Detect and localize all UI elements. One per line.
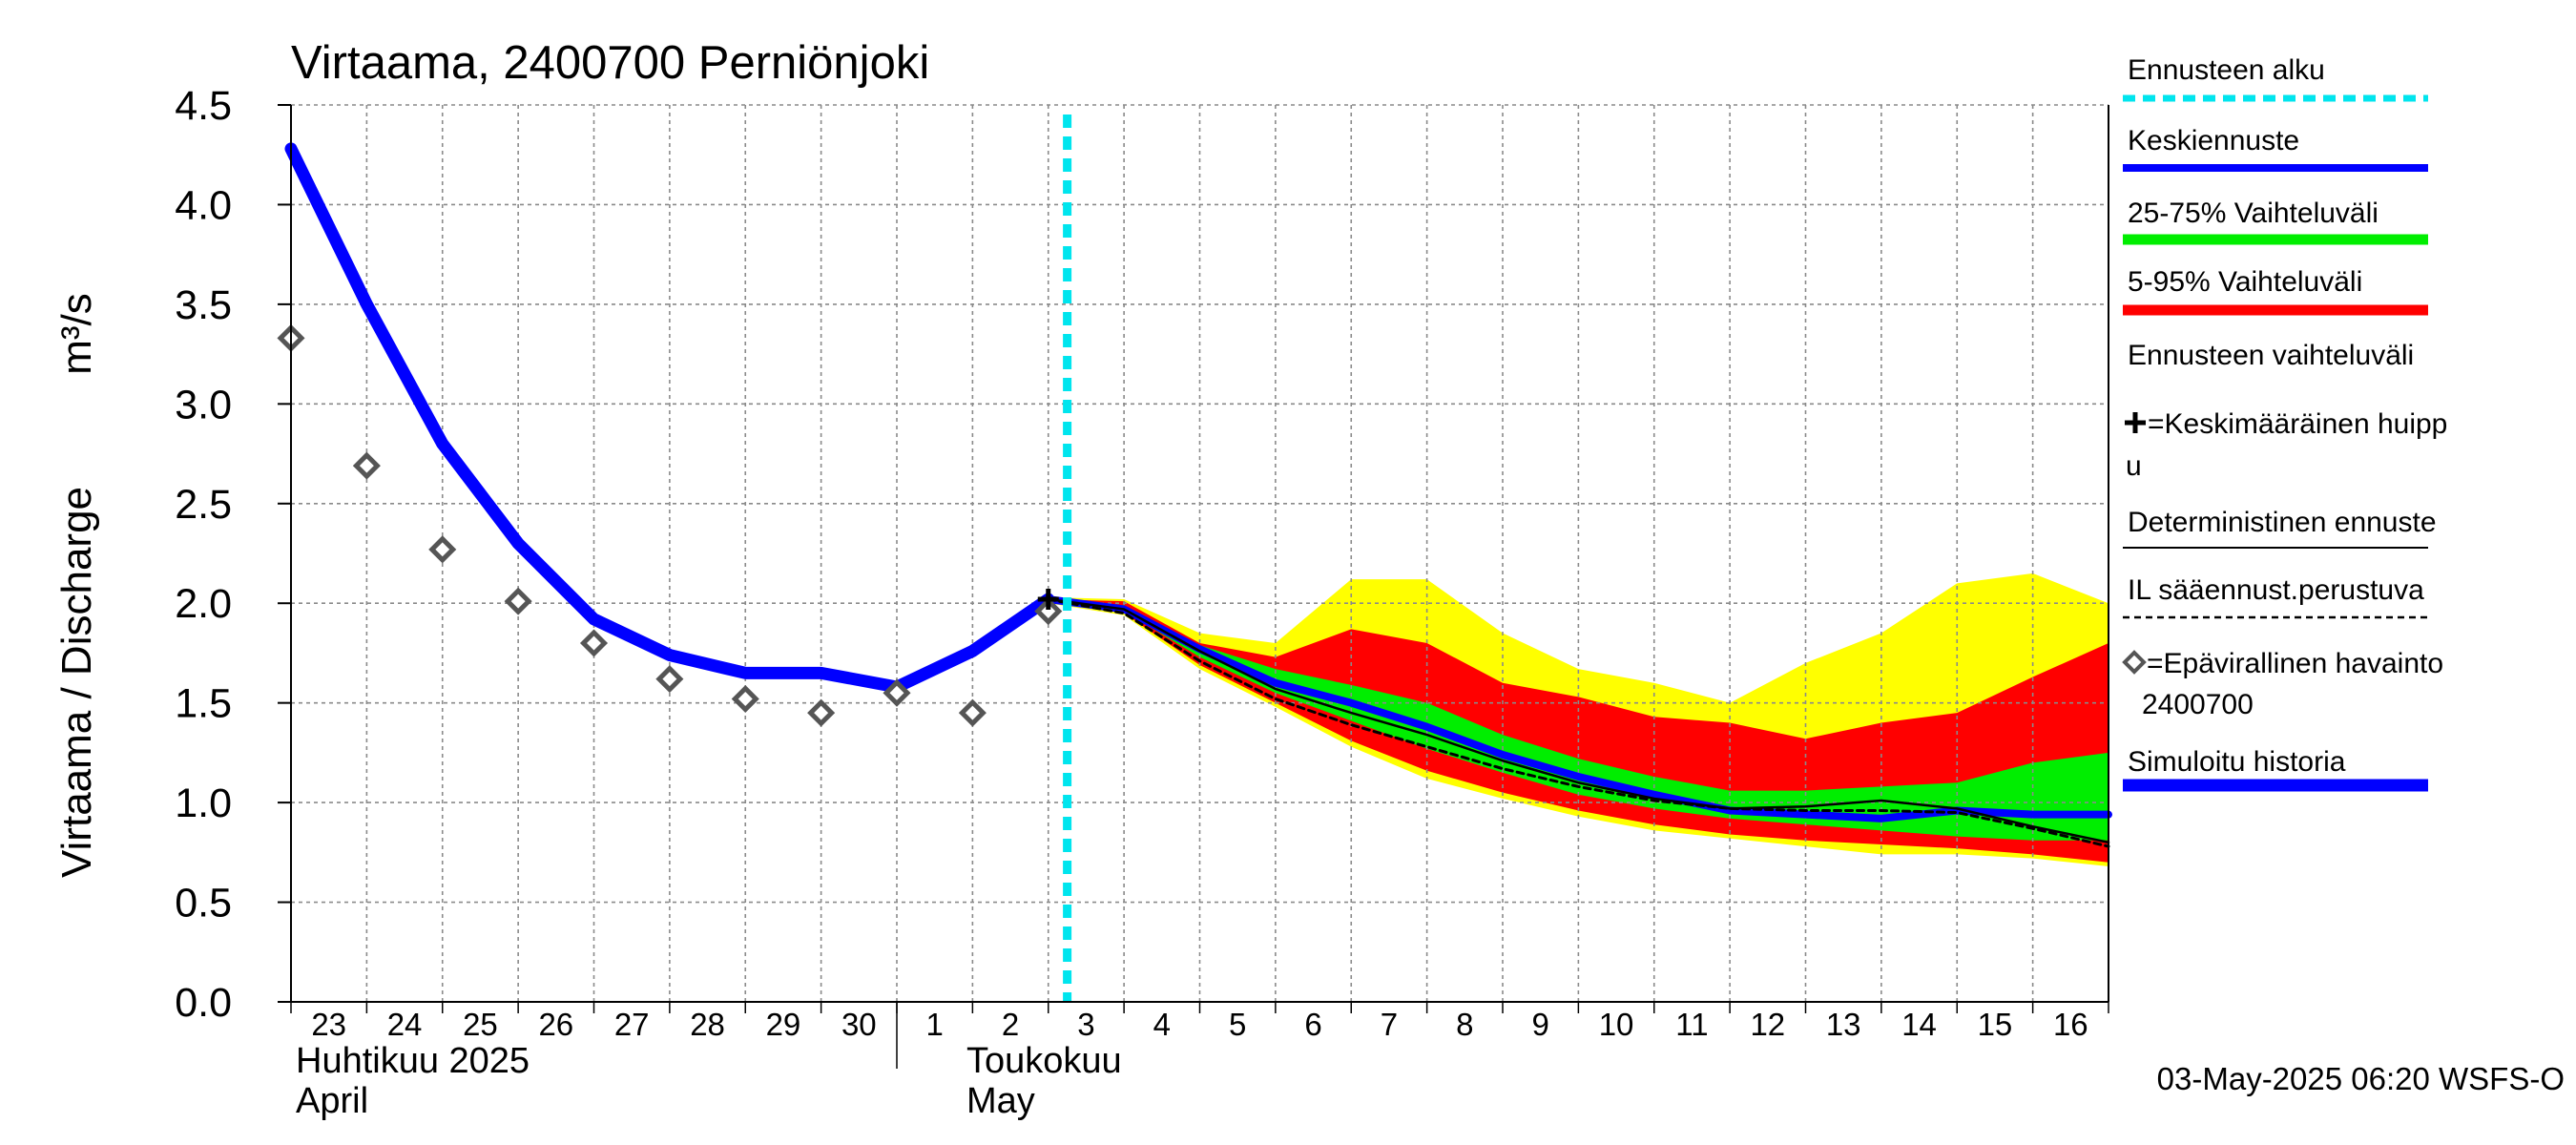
observation-point [731, 684, 759, 714]
observation-point [1034, 597, 1063, 626]
month-label-en: May [966, 1081, 1035, 1121]
gridlines [291, 104, 2109, 1002]
legend-label-cont: 2400700 [2142, 689, 2254, 720]
legend-label: Deterministinen ennuste [2128, 507, 2437, 538]
y-tick-label: 4.5 [175, 83, 232, 129]
legend-label: 5-95% Vaihteluväli [2128, 266, 2362, 298]
legend-label: Simuloitu historia [2128, 746, 2346, 778]
x-tick-label: 8 [1456, 1007, 1473, 1042]
y-tick-label: 1.0 [175, 781, 232, 826]
x-tick-label: 13 [1826, 1007, 1861, 1042]
y-axis-ticks: 0.0 0.5 1.0 1.5 2.0 2.5 3.0 3.5 4.0 4.5 [175, 83, 291, 1026]
x-tick-label: 7 [1381, 1007, 1398, 1042]
x-tick-label: 25 [463, 1007, 498, 1042]
month-label-fi: Huhtikuu 2025 [296, 1041, 530, 1081]
observation-point [428, 535, 457, 564]
month-label-en: April [296, 1081, 368, 1121]
y-axis-label-group: Virtaama / Discharge m³/s [53, 293, 100, 878]
x-tick-label: 10 [1599, 1007, 1634, 1042]
observation-point [352, 451, 381, 480]
legend-label: Ennusteen vaihteluväli [2128, 340, 2414, 371]
series-simuloitu-historia [284, 142, 1055, 694]
series-il-s-ennust-perustuva [1047, 597, 2110, 848]
data-lines [284, 114, 2112, 1002]
y-tick-label: 2.0 [175, 581, 232, 627]
x-tick-label: 11 [1675, 1007, 1708, 1042]
legend: Ennusteen alku Keskiennuste 25-75% Vaihtel… [2122, 54, 2447, 792]
x-tick-label: 12 [1750, 1007, 1785, 1042]
y-tick-label: 1.5 [175, 681, 232, 727]
footer-timestamp: 03-May-2025 06:20 WSFS-O [2157, 1061, 2565, 1096]
y-tick-label: 2.5 [175, 482, 232, 528]
observation-point [504, 587, 532, 615]
y-tick-label: 0.0 [175, 980, 232, 1026]
x-tick-label: 9 [1532, 1007, 1549, 1042]
x-tick-label: 5 [1229, 1007, 1246, 1042]
x-tick-label: 30 [841, 1007, 877, 1042]
x-tick-label: 28 [690, 1007, 725, 1042]
legend-label: Ennusteen alku [2128, 54, 2325, 86]
legend-symbol-cross [2125, 412, 2146, 433]
axes [290, 105, 2109, 1003]
x-tick-label: 6 [1304, 1007, 1321, 1042]
observation-point [883, 678, 911, 707]
y-axis-unit: m³/s [53, 293, 100, 375]
x-tick-label: 23 [311, 1007, 346, 1042]
observation-point [958, 698, 987, 727]
plot-area [277, 104, 2112, 1002]
legend-symbol-diamond [2122, 650, 2147, 675]
x-tick-label: 16 [2053, 1007, 2088, 1042]
y-tick-label: 0.5 [175, 881, 232, 926]
y-tick-label: 3.0 [175, 382, 232, 427]
y-axis-label: Virtaama / Discharge [53, 487, 100, 878]
x-tick-label: 15 [1978, 1007, 2013, 1042]
x-tick-label: 24 [387, 1007, 423, 1042]
x-tick-label: 29 [766, 1007, 801, 1042]
legend-label: =Keskimääräinen huipp [2148, 408, 2447, 440]
y-tick-label: 4.0 [175, 182, 232, 228]
y-tick-label: 3.5 [175, 282, 232, 328]
series-deterministinen-ennuste [1047, 597, 2110, 844]
x-tick-label: 2 [1002, 1007, 1019, 1042]
legend-label: =Epävirallinen havainto [2147, 648, 2443, 679]
x-tick-label: 4 [1153, 1007, 1171, 1042]
x-tick-label: 27 [614, 1007, 650, 1042]
chart-title: Virtaama, 2400700 Perniönjoki [291, 37, 929, 89]
legend-label: IL sääennust.perustuva [2128, 574, 2424, 606]
observation-point [579, 629, 609, 657]
month-label-fi: Toukokuu [966, 1041, 1122, 1081]
x-tick-label: 26 [538, 1007, 573, 1042]
x-tick-label: 14 [1901, 1007, 1937, 1042]
x-tick-label: 3 [1077, 1007, 1094, 1042]
legend-label: 25-75% Vaihteluväli [2128, 198, 2379, 229]
x-tick-label: 1 [926, 1007, 944, 1042]
legend-label: Keskiennuste [2128, 125, 2299, 156]
legend-label-cont: u [2126, 450, 2142, 482]
observation-point [807, 698, 836, 727]
x-axis-ticks: 23 24 25 26 27 28 29 30 1 2 3 4 5 6 7 8 9 10 11 12 13 14 15 16 [290, 1002, 2109, 1042]
observation-point [655, 665, 684, 694]
peak-marker [1037, 589, 1059, 611]
